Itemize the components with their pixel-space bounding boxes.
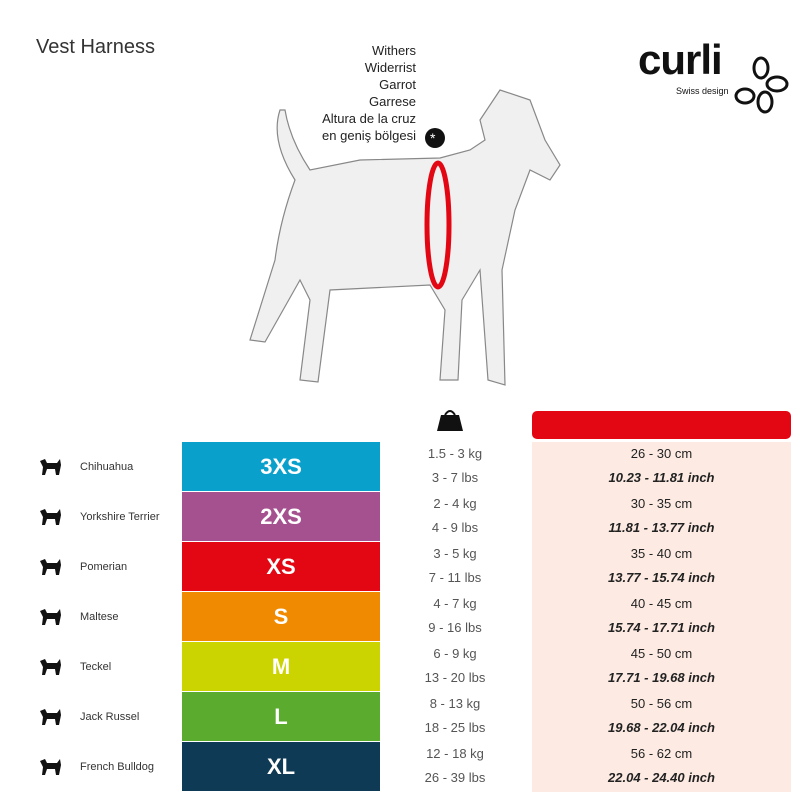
flower-icon [734, 56, 789, 114]
label-garrot: Garrot [379, 77, 416, 92]
weight-lbs: 4 - 9 lbs [431, 520, 479, 535]
withers-labels: Withers Widerrist Garrot Garrese Altura … [300, 42, 416, 144]
label-turkish: en geniş bölgesi [322, 128, 416, 143]
svg-text:*: * [430, 130, 436, 146]
label-withers: Withers [371, 43, 416, 58]
dog-breed-icon [30, 455, 70, 479]
weight-range: 12 - 18 kg 26 - 39 lbs [410, 742, 500, 790]
breed-row: Yorkshire Terrier [30, 492, 159, 542]
weight-kg: 1.5 - 3 kg [427, 446, 483, 461]
weight-range: 1.5 - 3 kg 3 - 7 lbs [410, 442, 500, 490]
measure-cm: 56 - 62 cm [630, 746, 693, 761]
weight-kg: 2 - 4 kg [433, 496, 477, 511]
breed-row: French Bulldog [30, 742, 154, 792]
size-label: 2XS [182, 492, 380, 541]
weight-lbs: 26 - 39 lbs [424, 770, 486, 785]
size-label: M [182, 642, 380, 691]
breed-name: Teckel [80, 661, 112, 673]
dog-breed-icon [30, 505, 70, 529]
breed-row: Maltese [30, 592, 119, 642]
weight-lbs: 9 - 16 lbs [428, 620, 482, 635]
measurement-range: 26 - 30 cm 10.23 - 11.81 inch [532, 442, 791, 490]
page-title: Vest Harness [36, 36, 155, 58]
weight-kg: 3 - 5 kg [433, 546, 477, 561]
measure-cm: 40 - 45 cm [630, 596, 693, 611]
weight-range: 2 - 4 kg 4 - 9 lbs [410, 492, 500, 540]
weight-kg: 6 - 9 kg [433, 646, 477, 661]
logo-tagline: Swiss design [676, 86, 729, 96]
label-widerrist: Widerrist [364, 60, 416, 75]
dog-diagram: * [249, 89, 561, 386]
weight-lbs: 3 - 7 lbs [431, 470, 479, 485]
measure-inch: 15.74 - 17.71 inch [608, 620, 715, 635]
harness-ring [424, 160, 452, 290]
measure-inch: 10.23 - 11.81 inch [608, 470, 715, 485]
withers-marker-icon [425, 128, 445, 148]
size-label: 3XS [182, 442, 380, 491]
breed-row: Chihuahua [30, 442, 133, 492]
dog-breed-icon [30, 605, 70, 629]
size-label: XL [182, 742, 380, 791]
dog-breed-icon [30, 655, 70, 679]
dog-breed-icon [30, 755, 70, 779]
label-garrese: Garrese [369, 94, 416, 109]
weight-lbs: 18 - 25 lbs [424, 720, 486, 735]
dog-breed-icon [30, 555, 70, 579]
breed-name: Yorkshire Terrier [80, 511, 160, 523]
breed-name: French Bulldog [80, 761, 154, 773]
logo-word: curli [638, 36, 723, 83]
breed-name: Pomerian [80, 561, 128, 573]
measurement-range: 40 - 45 cm 15.74 - 17.71 inch [532, 592, 791, 640]
measure-cm: 50 - 56 cm [630, 696, 693, 711]
breed-row: Pomerian [30, 542, 127, 592]
measure-inch: 22.04 - 24.40 inch [608, 770, 715, 785]
measurement-header [532, 411, 791, 439]
curli-logo: curli Swiss design [636, 26, 789, 118]
measure-cm: 30 - 35 cm [630, 496, 693, 511]
weight-range: 6 - 9 kg 13 - 20 lbs [410, 642, 500, 690]
measure-inch: 19.68 - 22.04 inch [608, 720, 715, 735]
size-label: L [182, 692, 380, 741]
breed-row: Teckel [30, 642, 111, 692]
label-altura: Altura de la cruz [322, 111, 416, 126]
measurement-panel [532, 442, 791, 792]
weight-icon [437, 410, 463, 431]
weight-range: 8 - 13 kg 18 - 25 lbs [410, 692, 500, 740]
weight-lbs: 7 - 11 lbs [428, 570, 482, 585]
dog-breed-icon [30, 705, 70, 729]
measurement-range: 30 - 35 cm 11.81 - 13.77 inch [532, 492, 791, 540]
measure-inch: 17.71 - 19.68 inch [608, 670, 715, 685]
dog-silhouette [249, 89, 561, 386]
measurement-range: 56 - 62 cm 22.04 - 24.40 inch [532, 742, 791, 790]
breed-name: Chihuahua [80, 461, 134, 473]
weight-kg: 4 - 7 kg [433, 596, 477, 611]
weight-lbs: 13 - 20 lbs [424, 670, 486, 685]
measurement-range: 50 - 56 cm 19.68 - 22.04 inch [532, 692, 791, 740]
weight-range: 3 - 5 kg 7 - 11 lbs [410, 542, 500, 590]
weight-kg: 8 - 13 kg [429, 696, 481, 711]
measurement-range: 35 - 40 cm 13.77 - 15.74 inch [532, 542, 791, 590]
measurement-range: 45 - 50 cm 17.71 - 19.68 inch [532, 642, 791, 690]
measure-cm: 35 - 40 cm [630, 546, 693, 561]
measure-cm: 26 - 30 cm [630, 446, 693, 461]
weight-range: 4 - 7 kg 9 - 16 lbs [410, 592, 500, 640]
measure-inch: 13.77 - 15.74 inch [608, 570, 715, 585]
breed-row: Jack Russel [30, 692, 139, 742]
size-label: S [182, 592, 380, 641]
size-label: XS [182, 542, 380, 591]
weight-kg: 12 - 18 kg [426, 746, 484, 761]
breed-name: Jack Russel [80, 711, 140, 723]
measure-cm: 45 - 50 cm [630, 646, 693, 661]
breed-name: Maltese [80, 611, 119, 623]
measure-inch: 11.81 - 13.77 inch [608, 520, 715, 535]
